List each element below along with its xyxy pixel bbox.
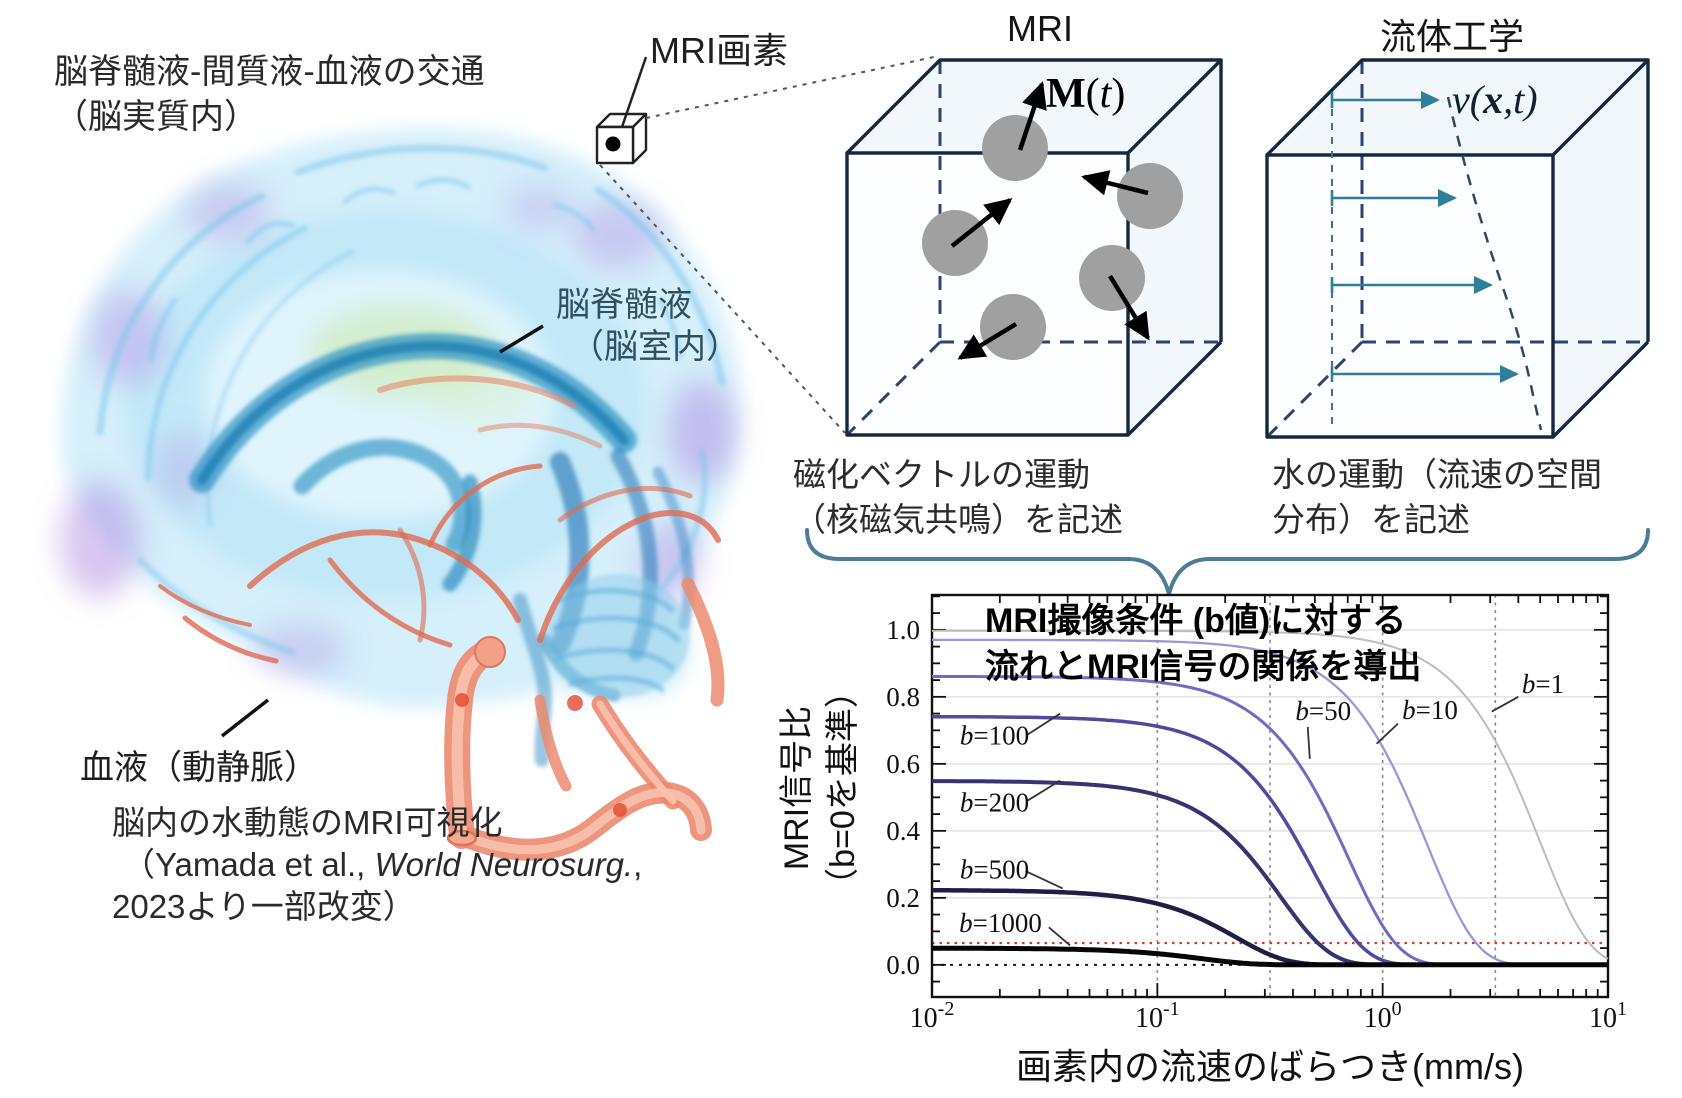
chart-title: MRI撮像条件 (b値)に対する 流れとMRI信号の関係を導出 bbox=[985, 598, 1421, 690]
series-pointer bbox=[1306, 726, 1311, 759]
y-tick-label: 1.0 bbox=[886, 615, 920, 645]
blood-label-pointer bbox=[220, 698, 270, 738]
y-tick-label: 0.4 bbox=[886, 816, 920, 846]
chart-title-line1: MRI撮像条件 (b値)に対する bbox=[985, 602, 1407, 640]
mri-pixel-label: MRI画素 bbox=[650, 30, 788, 71]
series-label-b=100: b=100 bbox=[960, 721, 1029, 751]
spin-particles bbox=[922, 115, 1183, 360]
csf-label: 脳脊髄液 （脳室内） bbox=[556, 284, 740, 368]
mri-cube-diagram bbox=[845, 58, 1223, 437]
velocity-arrows bbox=[1330, 91, 1519, 383]
chart-y-axis-label: MRI信号比 （b=0を基準） bbox=[774, 674, 866, 902]
plot-frame bbox=[930, 593, 1610, 999]
pixel-dot-icon bbox=[605, 136, 621, 152]
brain-parenchyma bbox=[61, 128, 740, 708]
series-pointer bbox=[1026, 712, 1061, 736]
x-tick-label: 100 bbox=[1364, 998, 1402, 1034]
panel-title-line2: （脳実質内） bbox=[54, 98, 258, 136]
cortex-texture bbox=[96, 144, 726, 655]
mri-cube-title: MRI bbox=[1007, 8, 1073, 49]
series-pointer bbox=[1491, 696, 1519, 713]
fluid-cube-caption: 水の運動（流速の空間 分布）を記述 bbox=[1272, 456, 1602, 538]
x-tick-label: 10-1 bbox=[1135, 998, 1180, 1034]
magnetization-label: M(t) bbox=[1046, 71, 1126, 117]
y-tick-label: 0.8 bbox=[886, 682, 920, 712]
series-pointer bbox=[1375, 722, 1399, 745]
series-label-b=50: b=50 bbox=[1295, 696, 1351, 726]
velocity-profile-line bbox=[1446, 96, 1543, 431]
series-curve-b=1 bbox=[932, 629, 1609, 960]
cerebellum bbox=[546, 574, 690, 698]
chart-y-axis-label-line2: （b=0を基準） bbox=[824, 674, 862, 902]
fluid-cube-title: 流体工学 bbox=[1379, 16, 1525, 57]
panel-title: 脳脊髄液-間質液-血液の交通 （脳実質内） bbox=[54, 50, 485, 140]
series-label-b=1000: b=1000 bbox=[959, 908, 1042, 938]
series-pointer bbox=[1025, 870, 1064, 890]
brain-illustration bbox=[60, 128, 740, 861]
series-label-b=1: b=1 bbox=[1522, 669, 1564, 699]
csf-label-line2: （脳室内） bbox=[570, 328, 740, 366]
chart-y-axis-label-line1: MRI信号比 bbox=[778, 705, 816, 871]
chart-title-line2: 流れとMRI信号の関係を導出 bbox=[985, 648, 1422, 686]
y-tick-label: 0.6 bbox=[886, 749, 920, 779]
series-pointer bbox=[1048, 926, 1071, 947]
journal-name: World Neurosurg. bbox=[374, 846, 634, 883]
velocity-label: v(x,t) bbox=[1452, 77, 1538, 122]
csf-label-pointer bbox=[499, 324, 544, 354]
series-curve-b=1000 bbox=[932, 945, 1608, 968]
series-label-b=10: b=10 bbox=[1402, 695, 1458, 725]
series-label-b=200: b=200 bbox=[960, 788, 1029, 818]
pixel-label-pointer bbox=[620, 56, 648, 128]
blood-vessels bbox=[158, 375, 725, 861]
mri-pixel-cube-icon bbox=[595, 112, 648, 165]
series-curve-b=10 bbox=[932, 638, 1608, 966]
citation-line3: 2023より一部改変） bbox=[112, 888, 416, 925]
citation-line1: 脳内の水動態のMRI可視化 bbox=[112, 804, 503, 841]
magnetization-arrows bbox=[950, 81, 1150, 360]
panel-title-line1: 脳脊髄液-間質液-血液の交通 bbox=[54, 53, 485, 91]
citation: 脳内の水動態のMRI可視化 （Yamada et al., World Neur… bbox=[112, 802, 642, 928]
csf-label-line1: 脳脊髄液 bbox=[556, 286, 692, 324]
citation-line2: （Yamada et al., World Neurosurg., bbox=[122, 846, 643, 883]
fluid-cube-diagram bbox=[1265, 58, 1650, 439]
x-tick-label: 10-2 bbox=[910, 998, 955, 1034]
chart-x-axis-label: 画素内の流速のばらつき(mm/s) bbox=[1016, 1046, 1524, 1087]
blood-label: 血液（動静脈） bbox=[80, 749, 318, 787]
x-tick-label: 101 bbox=[1589, 998, 1627, 1034]
y-tick-label: 0.2 bbox=[886, 883, 920, 913]
series-pointer bbox=[1026, 779, 1061, 802]
zoom-connector-bottom bbox=[599, 164, 846, 434]
y-tick-label: 0.0 bbox=[886, 950, 920, 980]
mri-cube-caption: 磁化ベクトルの運動 （核磁気共鳴）を記述 bbox=[793, 456, 1123, 538]
series-label-b=500: b=500 bbox=[960, 855, 1029, 885]
